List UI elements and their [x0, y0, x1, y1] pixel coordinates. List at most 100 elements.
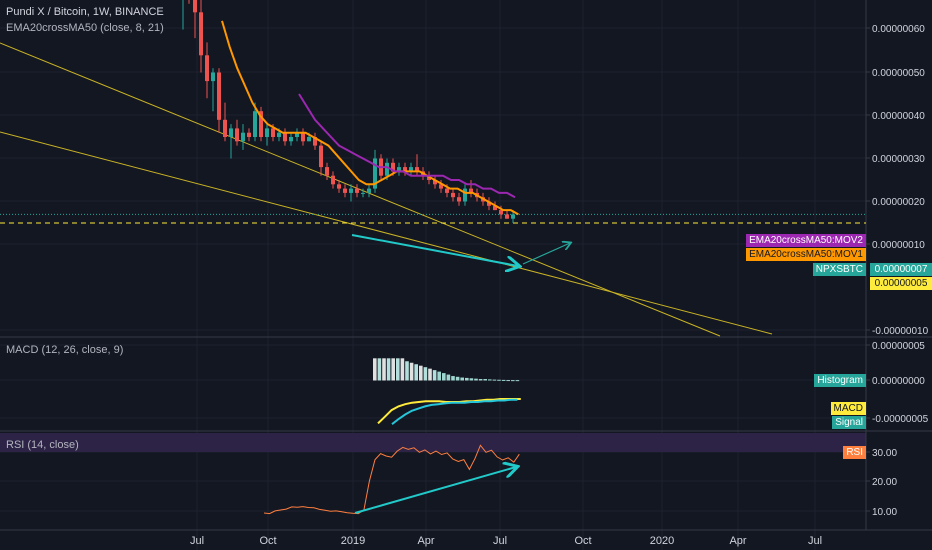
rsi-tick-label: 20.00 — [872, 477, 897, 488]
y-axis: 0.00000060 0.00000050 0.00000040 0.00000030… — [866, 24, 929, 518]
rsi-trend-arrow — [354, 467, 516, 514]
rsi-divergence-arrow — [354, 467, 516, 514]
candle-body — [199, 12, 203, 56]
x-tick-label: Apr — [729, 535, 746, 547]
rsi-line — [263, 444, 520, 515]
macd-histogram-bar — [488, 379, 492, 381]
y-tick-label: 0.00000060 — [872, 24, 925, 35]
x-axis: Jul Oct 2019 Apr Jul Oct 2020 Apr Jul — [190, 535, 822, 547]
candle-body — [511, 214, 515, 219]
candle-body — [349, 188, 353, 193]
ma-line — [298, 93, 516, 199]
candle-body — [409, 167, 413, 172]
candle-body — [289, 137, 293, 142]
candle-body — [451, 192, 455, 198]
pane-separators — [0, 0, 932, 531]
rsi-badge: RSI — [843, 446, 866, 459]
macd-histogram-bar — [409, 362, 414, 381]
macd-histogram-bar — [382, 358, 386, 381]
macd-histogram-bar — [474, 378, 478, 381]
trendlines — [0, 42, 773, 337]
trendline-lower — [0, 131, 773, 335]
candle-body — [385, 162, 389, 176]
candle-body — [301, 132, 305, 142]
macd-badge: MACD — [830, 402, 866, 415]
candle-body — [457, 197, 461, 202]
rsi-tick-label: 30.00 — [872, 448, 897, 459]
candle-body — [337, 184, 341, 189]
candle-body — [463, 188, 467, 202]
macd-histogram-bar — [419, 365, 423, 381]
candle-body — [391, 162, 395, 172]
macd-tick-label: -0.00000005 — [872, 414, 929, 425]
macd-histogram-bar — [414, 364, 418, 381]
signal-line — [391, 398, 518, 425]
rsi-band — [0, 433, 866, 452]
candle-body — [217, 72, 221, 120]
symbol-badge: NPXSBTC — [812, 263, 866, 276]
candle-body — [367, 188, 371, 193]
y-tick-label: 0.00000040 — [872, 111, 925, 122]
macd-histogram — [373, 358, 520, 382]
candle-body — [445, 188, 449, 193]
x-tick-label: Apr — [417, 535, 434, 547]
dashed-price-label: 0.00000005 — [870, 277, 932, 290]
candle-body — [415, 167, 419, 172]
trendline-upper — [0, 42, 721, 337]
candle-body — [439, 184, 443, 189]
candle-body — [325, 167, 329, 176]
divergence-arrow — [351, 234, 518, 266]
candle-body — [253, 111, 257, 137]
candle-body — [361, 192, 365, 194]
y-tick-label: 0.00000010 — [872, 240, 925, 251]
macd-histogram-bar — [386, 358, 391, 381]
macd-histogram-bar — [515, 380, 520, 382]
candle-body — [331, 175, 335, 185]
x-tick-label: 2019 — [341, 535, 365, 547]
candle-body — [433, 180, 437, 185]
macd-histogram-bar — [423, 367, 428, 381]
rsi-tick-label: 10.00 — [872, 507, 897, 518]
x-tick-label: Jul — [493, 535, 507, 547]
macd-histogram-bar — [437, 371, 441, 381]
candle-body — [271, 128, 275, 137]
candle-body — [319, 145, 323, 168]
macd-histogram-bar — [478, 379, 483, 381]
macd-histogram-bar — [497, 379, 501, 381]
mov1-badge: EMA20crossMA50:MOV1 — [746, 248, 866, 261]
candle-body — [277, 132, 281, 137]
macd-histogram-bar — [446, 374, 451, 381]
macd-histogram-bar — [506, 380, 510, 382]
candle-body — [247, 132, 251, 137]
x-tick-label: 2020 — [650, 535, 674, 547]
ema-line — [221, 20, 519, 216]
grid — [0, 0, 866, 550]
candle-body — [313, 137, 317, 146]
candle-body — [469, 188, 473, 193]
macd-histogram-bar — [469, 378, 474, 381]
macd-histogram-bar — [428, 368, 432, 381]
macd-histogram-bar — [455, 376, 460, 381]
candle-body — [211, 72, 215, 82]
histogram-badge: Histogram — [814, 374, 866, 387]
macd-histogram-bar — [465, 377, 469, 381]
macd-histogram-bar — [483, 379, 487, 381]
macd-legend: MACD (12, 26, close, 9) — [6, 344, 124, 356]
candle-body — [307, 137, 311, 142]
macd-histogram-bar — [391, 358, 395, 381]
candle-body — [235, 128, 239, 142]
x-tick-label: Jul — [808, 535, 822, 547]
mov2-badge: EMA20crossMA50:MOV2 — [746, 234, 866, 247]
candle-body — [295, 132, 299, 137]
macd-histogram-bar — [432, 370, 437, 381]
macd-histogram-bar — [511, 380, 515, 382]
candle-body — [343, 188, 347, 193]
macd-histogram-bar — [373, 358, 377, 381]
macd-histogram-bar — [396, 358, 400, 381]
chart-title: Pundi X / Bitcoin, 1W, BINANCE — [6, 6, 164, 18]
x-tick-label: Jul — [190, 535, 204, 547]
macd-tick-label: 0.00000005 — [872, 341, 925, 352]
macd-tick-label: 0.00000000 — [872, 376, 925, 387]
candle-body — [397, 167, 401, 172]
